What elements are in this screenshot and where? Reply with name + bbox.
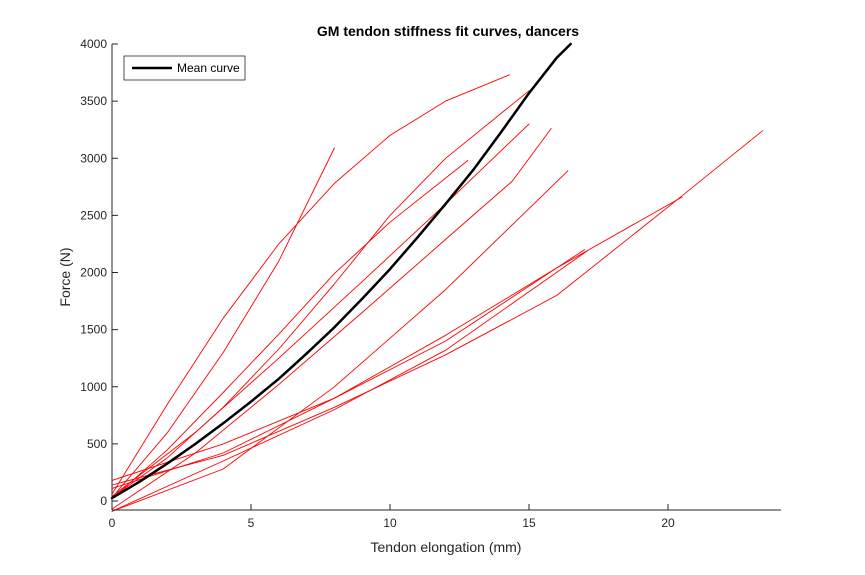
fit-curve-line-5 bbox=[111, 123, 530, 497]
fit-curve-line-10 bbox=[111, 130, 763, 486]
fit-curve-line-8 bbox=[111, 196, 683, 489]
y-tick-label: 2000 bbox=[80, 266, 107, 280]
chart-title: GM tendon stiffness fit curves, dancers bbox=[317, 23, 579, 39]
fit-curve-line-7 bbox=[111, 170, 569, 512]
fit-curve-line-11 bbox=[111, 250, 588, 512]
x-tick-label: 0 bbox=[109, 516, 116, 530]
y-tick-label: 1000 bbox=[80, 380, 107, 394]
x-tick-label: 10 bbox=[383, 516, 397, 530]
fit-curve-line-3 bbox=[111, 90, 530, 499]
plot-area bbox=[110, 42, 763, 512]
fit-curve-line-2 bbox=[111, 147, 335, 499]
x-axis-label: Tendon elongation (mm) bbox=[371, 539, 522, 555]
y-tick-label: 2500 bbox=[80, 208, 107, 222]
x-tick-label: 5 bbox=[248, 516, 255, 530]
fit-curve-line-4 bbox=[111, 160, 469, 500]
legend-mean-label: Mean curve bbox=[177, 61, 240, 75]
fit-curve-line-1 bbox=[111, 74, 510, 495]
y-tick-label: 500 bbox=[87, 437, 107, 451]
fit-curve-line-9 bbox=[111, 249, 586, 481]
y-tick-label: 4000 bbox=[80, 37, 107, 51]
axes: 0 5 10 15 20 0 500 1000 1500 2000 2500 3000 3500 4000 bbox=[80, 37, 781, 530]
x-tick-label: 15 bbox=[522, 516, 536, 530]
y-tick-label: 0 bbox=[100, 494, 107, 508]
y-tick-label: 3000 bbox=[80, 151, 107, 165]
y-tick-label: 3500 bbox=[80, 94, 107, 108]
mean-curve-line bbox=[110, 42, 572, 500]
y-tick-label: 1500 bbox=[80, 323, 107, 337]
x-tick-label: 20 bbox=[661, 516, 675, 530]
legend: Mean curve bbox=[123, 55, 246, 81]
y-axis-label: Force (N) bbox=[57, 247, 73, 306]
